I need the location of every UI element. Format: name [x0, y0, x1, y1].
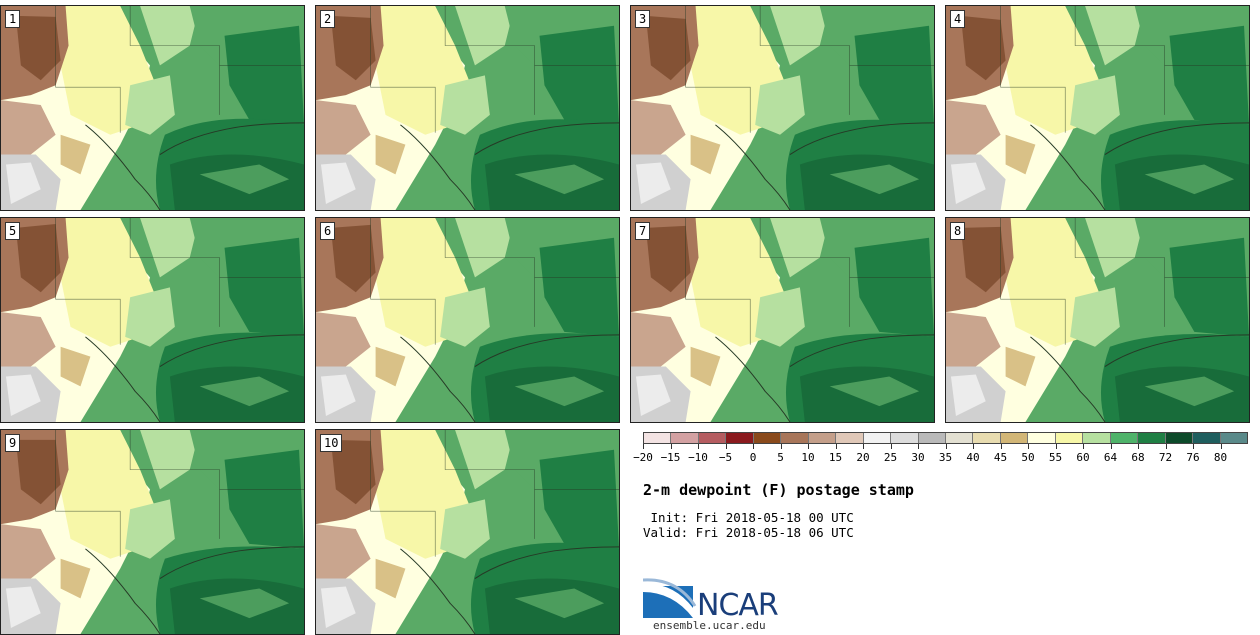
colorbar-swatch [1138, 433, 1166, 443]
ncar-logo-text: NCAR [697, 588, 779, 623]
colorbar [643, 432, 1248, 444]
member-number-label: 3 [635, 10, 651, 28]
colorbar-tick-label: 15 [828, 451, 843, 464]
ensemble-member-panel: 5 [0, 217, 305, 423]
site-url: ensemble.ucar.edu [653, 619, 766, 632]
ensemble-member-panel: 2 [315, 5, 620, 211]
colorbar-tick [918, 444, 919, 449]
colorbar-swatch [863, 433, 892, 443]
colorbar-tick-label: 10 [801, 451, 815, 464]
colorbar-tick-label: 35 [938, 451, 953, 464]
member-number-label: 8 [950, 222, 966, 240]
colorbar-tick [973, 444, 974, 449]
member-number-label: 7 [635, 222, 651, 240]
colorbar-tick-label: 72 [1158, 451, 1173, 464]
colorbar-tick-label: 0 [749, 451, 757, 464]
colorbar-tick [945, 444, 947, 449]
colorbar-ticks: −20 −15 −10 −5 0 5 10 15 20 25 30 35 40 45 50 55 60 64 68 7… [633, 444, 1248, 466]
colorbar-swatch [808, 433, 837, 443]
member-number-label: 5 [5, 222, 21, 240]
valid-time: Valid: Fri 2018-05-18 06 UTC [643, 525, 854, 540]
colorbar-tick-label: −15 [660, 451, 681, 464]
ncar-logo-icon [643, 578, 697, 618]
member-number-label: 2 [320, 10, 336, 28]
colorbar-tick [1138, 444, 1139, 449]
colorbar-swatch [973, 433, 1001, 443]
member-number-label: 10 [320, 434, 343, 452]
ensemble-member-panel: 1 [0, 5, 305, 211]
chart-title: 2-m dewpoint (F) postage stamp [643, 481, 914, 499]
colorbar-tick-label: 60 [1076, 451, 1090, 464]
colorbar-swatch [671, 433, 699, 443]
colorbar-tick-label: 64 [1103, 451, 1118, 464]
colorbar-swatch [781, 433, 809, 443]
colorbar-tick [835, 444, 837, 449]
colorbar-tick-label: 76 [1186, 451, 1200, 464]
colorbar-swatch [918, 433, 946, 443]
colorbar-tick [1220, 444, 1222, 449]
colorbar-tick [1055, 444, 1057, 449]
colorbar-tick-label: 50 [1021, 451, 1035, 464]
colorbar-tick-label: 80 [1213, 451, 1228, 464]
colorbar-swatch [1165, 433, 1194, 443]
colorbar-swatch [1220, 433, 1247, 443]
ensemble-member-panel: 7 [630, 217, 935, 423]
colorbar-tick [753, 444, 754, 449]
ensemble-member-panel: 10 [315, 429, 620, 635]
colorbar-tick-label: 20 [856, 451, 870, 464]
colorbar-tick [890, 444, 892, 449]
colorbar-tick [808, 444, 809, 449]
ensemble-member-panel: 4 [945, 5, 1250, 211]
colorbar-tick [725, 444, 727, 449]
colorbar-tick [780, 444, 782, 449]
ensemble-member-panel: 9 [0, 429, 305, 635]
colorbar-tick-label: −5 [718, 451, 733, 464]
colorbar-swatch [753, 433, 782, 443]
ensemble-member-panel: 8 [945, 217, 1250, 423]
colorbar-tick [1083, 444, 1084, 449]
colorbar-tick-label: 68 [1131, 451, 1145, 464]
colorbar-tick-label: 40 [966, 451, 980, 464]
colorbar-swatch [836, 433, 864, 443]
colorbar-swatch [644, 433, 672, 443]
colorbar-tick-label: 55 [1048, 451, 1063, 464]
colorbar-tick [1028, 444, 1029, 449]
colorbar-swatch [1000, 433, 1029, 443]
colorbar-tick [1110, 444, 1112, 449]
colorbar-tick-label: 30 [911, 451, 925, 464]
colorbar-swatch [726, 433, 754, 443]
ensemble-member-panel: 6 [315, 217, 620, 423]
colorbar-swatch [698, 433, 727, 443]
member-number-label: 6 [320, 222, 336, 240]
colorbar-swatch [891, 433, 919, 443]
colorbar-tick [643, 444, 644, 449]
member-number-label: 4 [950, 10, 966, 28]
colorbar-tick [698, 444, 699, 449]
colorbar-tick [1193, 444, 1194, 449]
member-number-label: 9 [5, 434, 21, 452]
colorbar-tick-label: 25 [883, 451, 898, 464]
colorbar-tick [1165, 444, 1167, 449]
colorbar-tick [863, 444, 864, 449]
colorbar-swatch [1110, 433, 1139, 443]
colorbar-swatch [1193, 433, 1221, 443]
colorbar-tick [670, 444, 672, 449]
colorbar-tick-label: 5 [777, 451, 784, 464]
colorbar-tick-label: 45 [993, 451, 1008, 464]
init-time: Init: Fri 2018-05-18 00 UTC [643, 510, 854, 525]
colorbar-tick-label: −20 [633, 451, 653, 464]
member-number-label: 1 [5, 10, 21, 28]
colorbar-swatch [1055, 433, 1084, 443]
colorbar-swatch [945, 433, 974, 443]
colorbar-swatch [1083, 433, 1111, 443]
colorbar-tick [1000, 444, 1002, 449]
ensemble-member-panel: 3 [630, 5, 935, 211]
colorbar-tick-label: −10 [688, 451, 708, 464]
colorbar-swatch [1028, 433, 1056, 443]
